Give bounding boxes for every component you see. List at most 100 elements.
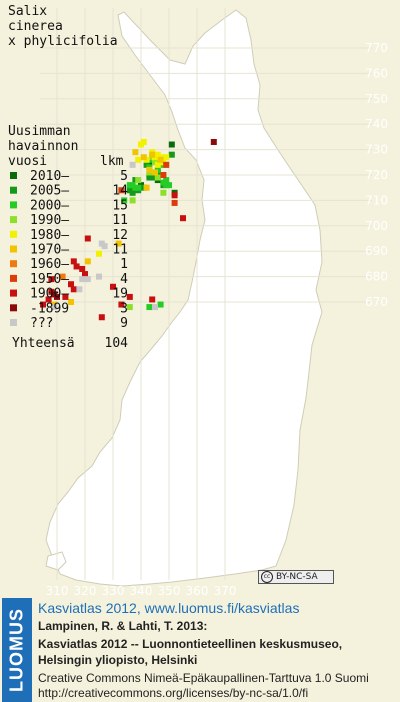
occurrence-marker <box>96 273 102 280</box>
occurrence-marker <box>98 314 105 321</box>
occurrence-marker <box>73 263 80 270</box>
license-url[interactable]: http://creativecommons.org/licenses/by-n… <box>38 686 309 700</box>
reference-line-3: Helsingin yliopisto, Helsinki <box>38 653 198 667</box>
occurrence-marker <box>84 258 91 265</box>
occurrence-marker <box>129 197 136 204</box>
occurrence-marker <box>149 296 156 303</box>
occurrence-marker <box>157 301 164 308</box>
legend-row-label: 2005– <box>30 184 69 199</box>
occurrence-marker <box>96 250 102 257</box>
occurrence-marker <box>79 265 86 272</box>
species-title-line-3: x phylicifolia <box>8 34 118 49</box>
occurrence-marker <box>59 273 66 280</box>
occurrence-marker <box>118 187 125 194</box>
legend-row-label: 1900– <box>30 287 69 302</box>
occurrence-marker <box>180 215 186 222</box>
occurrence-marker <box>84 235 91 242</box>
legend-swatch <box>10 319 17 326</box>
finland-landmass <box>45 9 323 587</box>
legend-heading-1: Uusimman <box>8 124 71 139</box>
luomus-logo-text: LUOMUS <box>6 608 27 692</box>
legend-swatch <box>10 274 17 282</box>
occurrence-marker <box>152 304 158 311</box>
occurrence-marker <box>40 301 46 308</box>
legend-swatch <box>10 289 17 297</box>
x-axis-label: 320 <box>74 584 97 598</box>
y-axis-label: 670 <box>365 295 388 309</box>
atlas-link[interactable]: Kasviatlas 2012, www.luomus.fi/kasviatla… <box>38 600 300 616</box>
legend-row-label: 2010– <box>30 169 69 184</box>
occurrence-marker <box>152 169 158 176</box>
legend-row-count: 19 <box>112 287 128 302</box>
legend-total-label: Yhteensä <box>12 336 75 351</box>
species-title-line-2: cinerea <box>8 19 63 34</box>
species-title-line-1: Salix <box>8 4 47 19</box>
occurrence-marker <box>157 156 164 163</box>
occurrence-marker <box>149 151 156 158</box>
y-axis-label: 710 <box>365 193 388 207</box>
occurrence-marker <box>160 189 167 196</box>
occurrence-marker <box>115 240 122 247</box>
legend-row-count: 12 <box>112 228 128 243</box>
occurrence-marker <box>163 177 170 184</box>
aland-islands <box>45 551 67 571</box>
legend-row-label: 2000– <box>30 198 69 213</box>
occurrence-marker <box>163 154 170 161</box>
map-grid <box>40 8 372 580</box>
x-axis-label: 350 <box>158 584 181 598</box>
legend-row-label: -1899 <box>30 301 69 316</box>
legend-row-count: 3 <box>120 301 128 316</box>
occurrence-marker <box>163 161 170 168</box>
y-axis-label: 680 <box>365 270 388 284</box>
y-axis-label: 700 <box>365 219 388 233</box>
occurrence-marker <box>129 161 136 168</box>
occurrence-marker <box>68 281 74 288</box>
y-axis-label: 720 <box>365 168 388 182</box>
occurrence-marker <box>135 184 142 191</box>
occurrence-marker <box>79 276 86 283</box>
legend-row-count: 11 <box>112 213 128 228</box>
occurrence-marker <box>138 141 144 148</box>
legend-swatch <box>10 230 17 238</box>
occurrence-marker <box>140 154 147 161</box>
y-axis-labels: 770 760 750 740 730 720 710 700 690 680 670 <box>365 41 388 309</box>
legend-row-count: 5 <box>120 169 128 184</box>
legend-row-label: ??? <box>30 316 53 331</box>
legend-col-year: vuosi <box>8 154 47 169</box>
occurrence-marker <box>168 141 175 148</box>
license-badge-text: BY-NC-SA <box>276 572 318 582</box>
occurrence-marker <box>84 276 91 283</box>
y-axis-label: 690 <box>365 244 388 258</box>
occurrence-marker <box>135 156 142 163</box>
legend-total-count: 104 <box>105 336 129 351</box>
legend-swatch <box>10 186 17 194</box>
legend-row-label: 1960– <box>30 257 69 272</box>
occurrence-marker <box>121 197 128 204</box>
occurrence-markers <box>40 138 217 321</box>
occurrence-marker <box>82 271 88 278</box>
occurrence-marker <box>70 258 77 265</box>
occurrence-marker <box>143 184 150 191</box>
legend-row-count: 11 <box>112 243 128 258</box>
legend-swatch <box>10 260 17 268</box>
occurrence-marker <box>210 138 217 145</box>
legend-row-label: 1990– <box>30 213 69 228</box>
occurrence-marker <box>110 283 116 290</box>
legend-col-count: lkm <box>100 154 124 169</box>
occurrence-marker <box>171 192 178 199</box>
y-axis-label: 750 <box>365 92 388 106</box>
occurrence-marker <box>146 166 153 173</box>
occurrence-marker <box>101 243 108 250</box>
occurrence-marker <box>48 276 55 283</box>
creative-commons-icon: cc <box>261 571 273 583</box>
legend-swatch <box>10 172 17 179</box>
legend-row-count: 14 <box>112 184 128 199</box>
occurrence-marker <box>146 304 153 311</box>
occurrence-marker <box>168 151 175 158</box>
y-axis-label: 760 <box>365 66 388 80</box>
luomus-logo: LUOMUS <box>2 598 32 702</box>
occurrence-marker <box>163 182 170 189</box>
y-axis-label: 740 <box>365 117 388 131</box>
license-badge[interactable]: cc BY-NC-SA <box>258 570 334 584</box>
